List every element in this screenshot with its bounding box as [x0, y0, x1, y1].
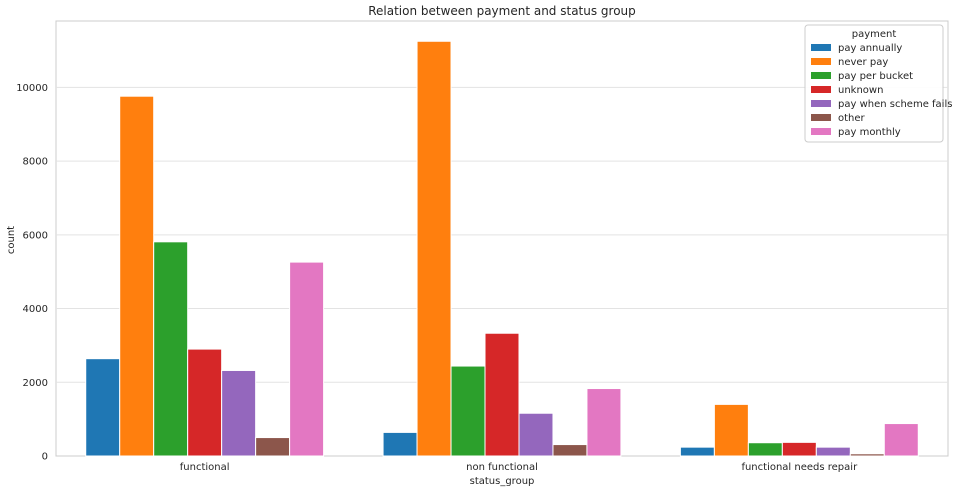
- bar-pay-per-bucket-functional-needs-repair: [747, 442, 783, 457]
- legend-label: other: [838, 113, 866, 124]
- bar-other-functional: [255, 437, 291, 457]
- x-axis-label: status_group: [470, 476, 535, 487]
- bar-pay-annually-functional-needs-repair: [679, 446, 715, 457]
- legend-label: pay monthly: [838, 127, 901, 138]
- bar-unknown-non-functional: [484, 332, 520, 457]
- bar-never-pay-functional-needs-repair: [713, 403, 749, 457]
- x-tick-label: non functional: [466, 462, 538, 473]
- legend-title: payment: [852, 29, 897, 40]
- legend-swatch: [811, 72, 831, 79]
- chart-title: Relation between payment and status grou…: [368, 4, 636, 18]
- legend: payment pay annually never pay pay per buc…: [804, 24, 952, 143]
- x-tick-labels: functional non functional functional needs…: [180, 462, 858, 473]
- y-tick-labels: 0 2000 4000 6000 8000 10000: [16, 83, 48, 463]
- legend-swatch: [811, 128, 831, 135]
- bar-pay-per-bucket-non-functional: [450, 365, 486, 457]
- legend-swatch: [811, 100, 831, 107]
- bar-pay-monthly-non-functional: [586, 388, 622, 457]
- bar-other-functional-needs-repair: [849, 453, 885, 457]
- y-axis-label: count: [6, 226, 17, 254]
- bar-pay-when-scheme-fails-functional-needs-repair: [815, 446, 851, 457]
- y-tick-label: 10000: [16, 83, 48, 94]
- bar-never-pay-non-functional: [416, 40, 452, 457]
- y-tick-label: 4000: [23, 304, 48, 315]
- y-tick-label: 2000: [23, 378, 48, 389]
- bar-pay-annually-non-functional: [382, 431, 418, 457]
- y-tick-label: 6000: [23, 230, 48, 241]
- bar-pay-per-bucket-functional: [153, 241, 189, 457]
- legend-swatch: [811, 86, 831, 93]
- x-tick-label: functional: [180, 462, 230, 473]
- bar-pay-monthly-functional: [289, 261, 325, 457]
- bar-pay-when-scheme-fails-non-functional: [518, 412, 554, 457]
- bar-other-non-functional: [552, 444, 588, 457]
- legend-label: never pay: [838, 57, 888, 68]
- x-tick-label: functional needs repair: [741, 462, 858, 473]
- legend-label: pay annually: [838, 43, 902, 54]
- y-tick-label: 0: [42, 452, 48, 463]
- bar-pay-monthly-functional-needs-repair: [883, 423, 919, 457]
- legend-label: unknown: [838, 85, 883, 96]
- bar-pay-annually-functional: [85, 358, 121, 457]
- legend-items: pay annually never pay pay per bucket unkno…: [811, 43, 952, 138]
- y-tick-label: 8000: [23, 157, 48, 168]
- bar-pay-when-scheme-fails-functional: [221, 369, 257, 457]
- bar-unknown-functional: [187, 348, 223, 457]
- legend-box: [804, 24, 944, 143]
- legend-swatch: [811, 58, 831, 65]
- bar-unknown-functional-needs-repair: [781, 441, 817, 457]
- bars: [85, 40, 919, 457]
- legend-label: pay when scheme fails: [838, 99, 952, 110]
- legend-swatch: [811, 114, 831, 121]
- bar-never-pay-functional: [119, 95, 155, 457]
- legend-label: pay per bucket: [838, 71, 913, 82]
- legend-swatch: [811, 44, 831, 51]
